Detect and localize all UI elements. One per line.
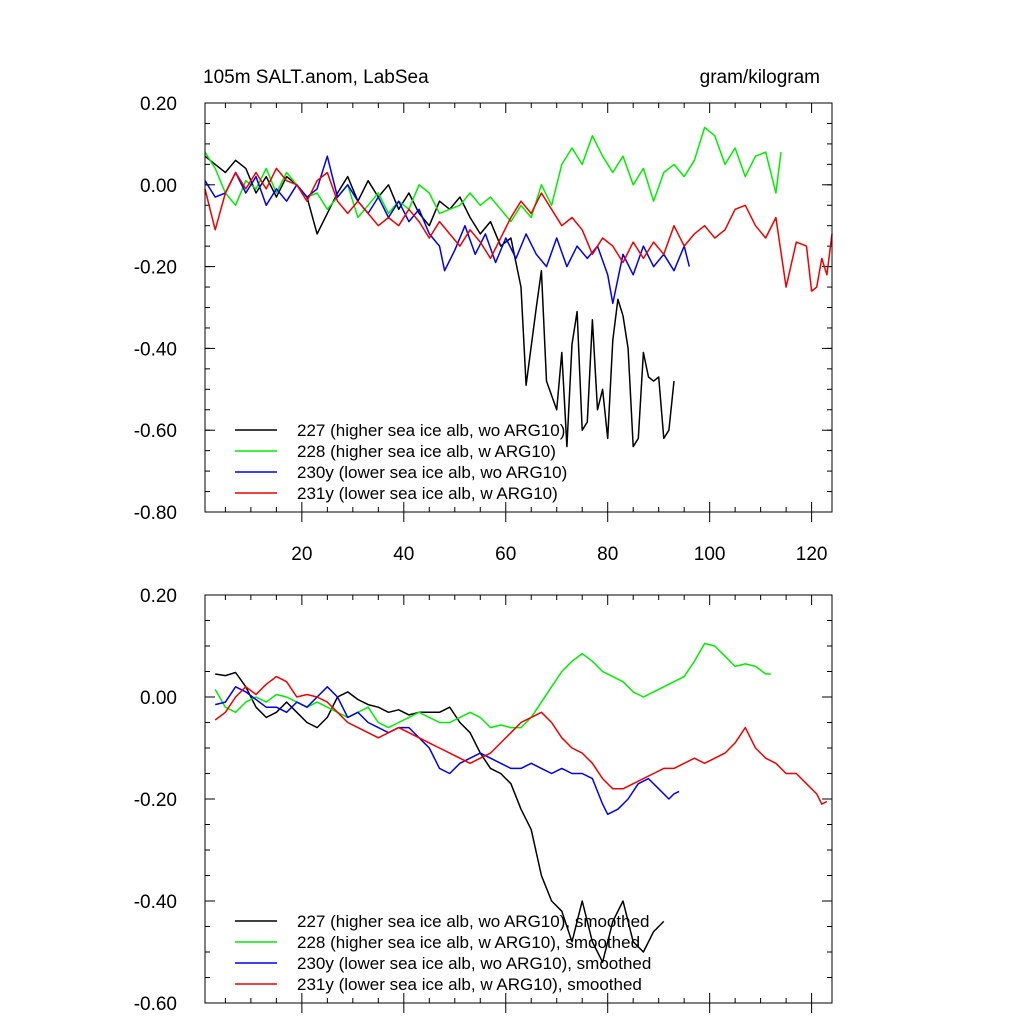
series-lines: [214, 642, 828, 963]
x-tick-label: 80: [597, 544, 618, 565]
legend-label: 228 (higher sea ice alb, w ARG10), smoot…: [297, 933, 640, 952]
axis-ticks: [205, 594, 832, 1013]
bottom-panel: 0.20 0.00 -0.20 -0.40 -0.60 227 (higher sea …: [134, 586, 833, 1015]
legend-label: 227 (higher sea ice alb, wo ARG10): [297, 421, 565, 440]
y-tick-label: -0.20: [134, 258, 177, 279]
plot-frame: [204, 102, 833, 513]
legend: 227 (higher sea ice alb, wo ARG10) 228 (h…: [235, 421, 567, 503]
y-tick-labels: 0.20 0.00 -0.20 -0.40 -0.60 -0.80: [134, 94, 177, 524]
y-tick-label: 0.20: [140, 94, 177, 115]
y-tick-label: -0.60: [134, 421, 177, 442]
x-tick-label: 20: [291, 544, 312, 565]
x-tick-label: 120: [796, 544, 828, 565]
series-line: [204, 167, 833, 292]
series-line: [204, 155, 691, 305]
x-tick-label: 40: [393, 544, 414, 565]
x-tick-label: 60: [495, 544, 516, 565]
top-panel: 105m SALT.anom, LabSea gram/kilogram 0.2…: [134, 67, 833, 565]
y-tick-label: -0.40: [134, 339, 177, 360]
y-tick-label: -0.20: [134, 790, 177, 811]
legend-label: 231y (lower sea ice alb, w ARG10): [297, 484, 558, 503]
units-label: gram/kilogram: [700, 67, 820, 88]
y-tick-label: 0.00: [140, 176, 177, 197]
series-line: [204, 126, 782, 223]
legend-label: 231y (lower sea ice alb, w ARG10), smoot…: [297, 975, 642, 994]
x-tick-label: 100: [694, 544, 726, 565]
legend-label: 230y (lower sea ice alb, wo ARG10): [297, 463, 567, 482]
y-tick-labels: 0.20 0.00 -0.20 -0.40 -0.60: [134, 586, 177, 1015]
y-tick-label: -0.60: [134, 994, 177, 1015]
y-tick-label: -0.40: [134, 892, 177, 913]
legend-label: 227 (higher sea ice alb, wo ARG10), smoo…: [297, 912, 649, 931]
legend-label: 230y (lower sea ice alb, wo ARG10), smoo…: [297, 954, 651, 973]
y-tick-label: -0.80: [134, 503, 177, 524]
chart-title: 105m SALT.anom, LabSea: [203, 67, 429, 88]
legend: 227 (higher sea ice alb, wo ARG10), smoo…: [235, 912, 651, 994]
y-tick-label: 0.20: [140, 586, 177, 607]
legend-label: 228 (higher sea ice alb, w ARG10): [297, 442, 556, 461]
series-line: [215, 686, 680, 816]
series-lines: [204, 126, 833, 448]
series-line: [215, 671, 665, 963]
plot-frame: [204, 594, 833, 1004]
series-line: [204, 155, 675, 448]
series-line: [214, 675, 828, 805]
x-tick-labels: 20 40 60 80 100 120: [291, 544, 827, 565]
y-tick-label: 0.00: [140, 688, 177, 709]
